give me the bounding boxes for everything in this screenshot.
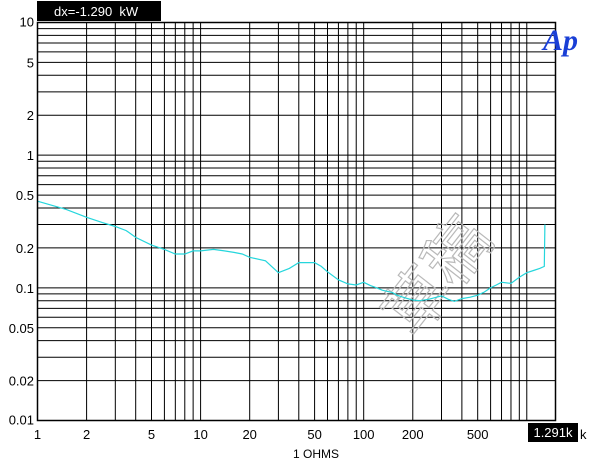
y-tick-label: 0.02	[9, 374, 34, 389]
x-tick-label: 200	[402, 427, 424, 442]
x-tick-label: 50	[307, 427, 321, 442]
cursor-label: 1.291k	[533, 425, 573, 440]
y-tick-label: 5	[27, 55, 34, 70]
x-tick-label: 100	[353, 427, 375, 442]
x-tick-label: 20	[242, 427, 256, 442]
x-tick-label: 500	[467, 427, 489, 442]
x-tick-label: 5	[148, 427, 155, 442]
x-tick-label: 2	[83, 427, 90, 442]
y-tick-label: 1	[27, 148, 34, 163]
impedance-trace	[37, 200, 546, 303]
x-tick-label: 1	[34, 427, 41, 442]
trace-layer	[37, 200, 546, 303]
y-axis-labels: 10 5 2 1 0.5 0.2 0.1 0.05 0.02 0.01	[9, 15, 34, 428]
y-tick-label: 2	[27, 108, 34, 123]
y-tick-label: 0.05	[9, 321, 34, 336]
y-tick-label: 10	[20, 15, 34, 30]
x-axis-title: 1 OHMS	[293, 447, 339, 461]
cursor-label-box	[528, 423, 578, 442]
x-axis-labels: 1 2 5 10 20 50 100 200 500 k	[34, 427, 587, 442]
y-tick-label: 0.5	[16, 188, 34, 203]
y-tick-label: 0.01	[9, 413, 34, 428]
x-tick-label: 10	[193, 427, 207, 442]
y-tick-label: 0.2	[16, 241, 34, 256]
readout-box	[37, 1, 161, 21]
plot-frame	[36, 21, 557, 422]
ap-logo: Ap	[541, 24, 578, 57]
readout-text: dx=-1.290 kW	[54, 4, 139, 19]
y-tick-label: 0.1	[16, 281, 34, 296]
x-tick-label: k	[580, 427, 587, 442]
grid	[37, 22, 556, 421]
